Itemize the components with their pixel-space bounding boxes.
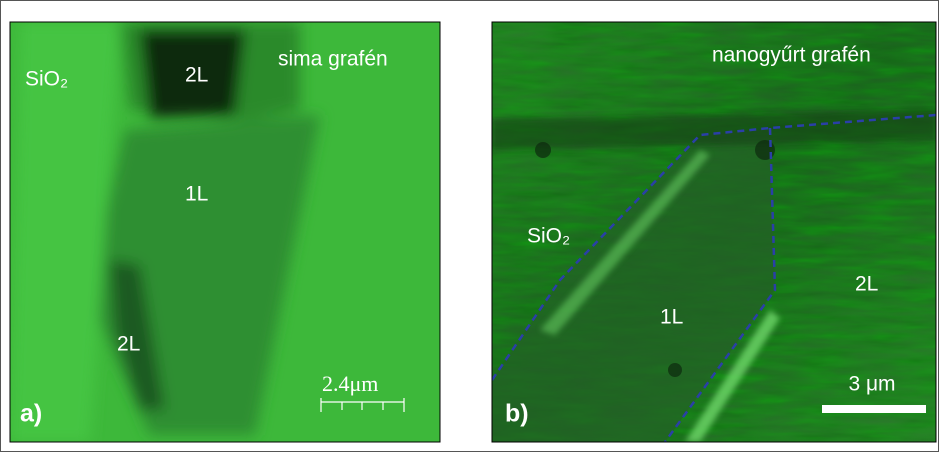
annotation: sima grafén	[278, 48, 388, 71]
annotation: 2L	[117, 333, 140, 356]
annotation: SiO₂	[527, 225, 570, 248]
annotation: 2L	[185, 64, 208, 87]
annotation: 2L	[855, 273, 878, 296]
annotation: 1L	[185, 183, 208, 206]
annotation: 1L	[660, 306, 683, 329]
scale-bar-label: 2.4μm	[322, 371, 378, 396]
annotation: SiO₂	[25, 68, 68, 91]
annotation: nanogyűrt grafén	[712, 44, 871, 67]
figure: SiO₂ 2L sima grafén 1L 2L a) 2.4μm nanog…	[0, 0, 939, 452]
panel-label: a)	[20, 400, 42, 428]
panel-label: b)	[505, 400, 529, 428]
scale-bar-label: 3 μm	[848, 373, 895, 396]
scale-bar	[822, 405, 926, 413]
